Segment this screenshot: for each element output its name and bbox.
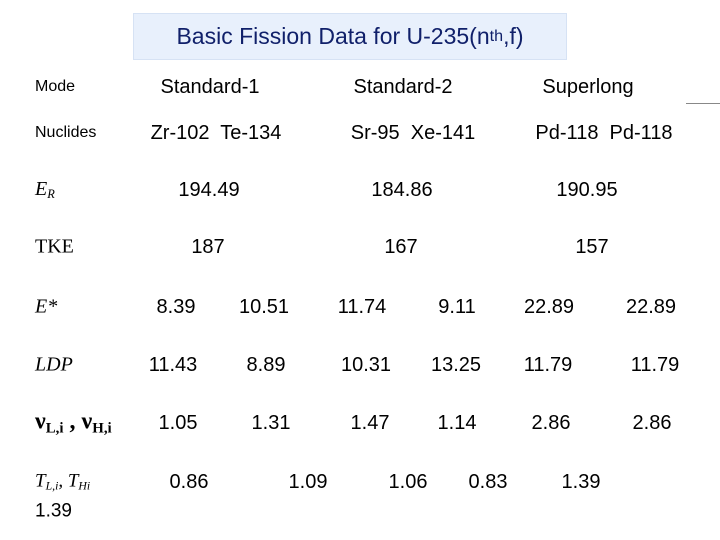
cell: 10.51	[238, 296, 290, 318]
cell: 1.06	[388, 471, 428, 493]
row-label: νL,i , νH,i	[35, 409, 112, 438]
cell: 1.14	[437, 412, 477, 434]
cell: 10.31	[340, 354, 392, 376]
cell: 1.39	[561, 471, 601, 493]
cell: Standard-2	[353, 76, 453, 98]
row-label: TKE	[35, 236, 74, 259]
cell: Zr-102 Te-134	[150, 122, 282, 144]
cell: 2.86	[632, 412, 672, 434]
cell: 11.79	[523, 354, 573, 376]
cell: Standard-1	[160, 76, 260, 98]
cell: 8.89	[246, 354, 286, 376]
cell: 0.83	[468, 471, 508, 493]
cell: 184.86	[371, 179, 433, 201]
cell: 13.25	[430, 354, 482, 376]
row-label-part: Mode	[35, 78, 76, 95]
row-label-part: ν	[35, 408, 46, 435]
title-text: Basic Fission Data for U-235(n	[176, 23, 490, 49]
row-label-part: TKE	[35, 235, 74, 258]
row-label: E*	[35, 296, 57, 319]
cell: 0.86	[169, 471, 209, 493]
cell: 167	[384, 236, 418, 258]
cell: 194.49	[178, 179, 240, 201]
cell: 22.89	[625, 296, 677, 318]
row-label-part: , T	[58, 470, 79, 492]
row-label: TL,i, THi	[35, 471, 90, 494]
row-label-part: , ν	[63, 408, 93, 435]
cell: 22.89	[523, 296, 575, 318]
cell: Superlong	[542, 76, 634, 98]
title-sub: th	[489, 27, 504, 45]
cell: 11.74	[337, 296, 387, 318]
cell: 190.95	[556, 179, 618, 201]
cell: 8.39	[156, 296, 196, 318]
row-label-part: Nuclides	[35, 124, 97, 141]
cell: 187	[191, 236, 225, 258]
cell: 11.79	[630, 354, 680, 376]
row-label-part: Hi	[78, 479, 91, 493]
row-label: LDP	[35, 354, 73, 377]
rule	[686, 103, 720, 104]
cell: 1.31	[251, 412, 291, 434]
row-label: Mode	[35, 78, 75, 96]
cell: 1.05	[158, 412, 198, 434]
row-label-part: L,i	[45, 479, 59, 493]
row-label-part: L,i	[45, 420, 64, 437]
cell: 1.09	[288, 471, 328, 493]
title-tail: ,f)	[503, 23, 524, 49]
cell: 157	[575, 236, 609, 258]
cell: 2.86	[531, 412, 571, 434]
row-label-part: T	[35, 470, 46, 492]
row-label: Nuclides	[35, 124, 96, 142]
cell: 1.39	[35, 500, 72, 522]
cell: 9.11	[438, 296, 476, 318]
row-label-part: E	[35, 177, 48, 200]
row-label-part: R	[47, 187, 55, 202]
row-label-part: LDP	[35, 353, 73, 376]
cell: 1.47	[350, 412, 390, 434]
row-label-part: E*	[35, 295, 58, 318]
cell: Sr-95 Xe-141	[350, 122, 476, 144]
title: Basic Fission Data for U-235(n th ,f)	[133, 13, 567, 60]
cell: 11.43	[148, 354, 198, 376]
row-label-part: H,i	[92, 420, 112, 437]
cell: Pd-118 Pd-118	[535, 122, 673, 144]
row-label: ER	[35, 178, 55, 202]
